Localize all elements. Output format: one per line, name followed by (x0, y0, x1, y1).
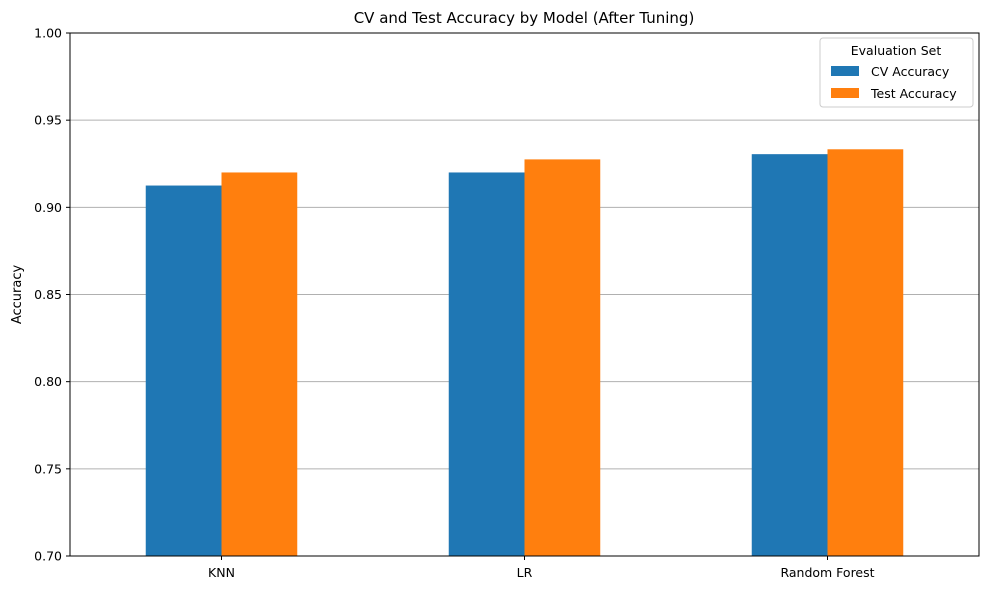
y-tick-label: 0.80 (34, 374, 62, 389)
y-axis-ticks: 0.70 0.75 0.80 0.85 0.90 0.95 1.00 (34, 26, 70, 564)
bar-cv-accuracy-random-forest (751, 154, 828, 556)
legend-swatch-cv-accuracy (831, 66, 859, 76)
chart-title: CV and Test Accuracy by Model (After Tun… (354, 9, 695, 27)
y-axis-label: Accuracy (10, 265, 25, 325)
x-axis-ticks: KNN LR Random Forest (208, 556, 875, 580)
y-tick-label: 0.95 (34, 113, 62, 128)
legend-label-test-accuracy: Test Accuracy (870, 86, 957, 101)
bar-test-accuracy-random-forest (827, 149, 904, 556)
bar-cv-accuracy-lr (448, 172, 525, 556)
y-tick-label: 0.90 (34, 200, 62, 215)
bar-cv-accuracy-knn (145, 185, 222, 556)
x-tick-label: LR (517, 565, 533, 580)
bars (145, 149, 904, 556)
y-tick-label: 0.70 (34, 549, 62, 564)
legend-swatch-test-accuracy (831, 88, 859, 98)
x-tick-label: Random Forest (780, 565, 874, 580)
y-tick-label: 1.00 (34, 26, 62, 41)
y-tick-label: 0.85 (34, 287, 62, 302)
bar-test-accuracy-knn (221, 172, 298, 556)
bar-test-accuracy-lr (524, 159, 601, 556)
legend-title: Evaluation Set (851, 43, 942, 58)
y-tick-label: 0.75 (34, 461, 62, 476)
legend: Evaluation Set CV Accuracy Test Accuracy (819, 37, 974, 108)
x-tick-label: KNN (208, 565, 235, 580)
legend-label-cv-accuracy: CV Accuracy (871, 64, 950, 79)
